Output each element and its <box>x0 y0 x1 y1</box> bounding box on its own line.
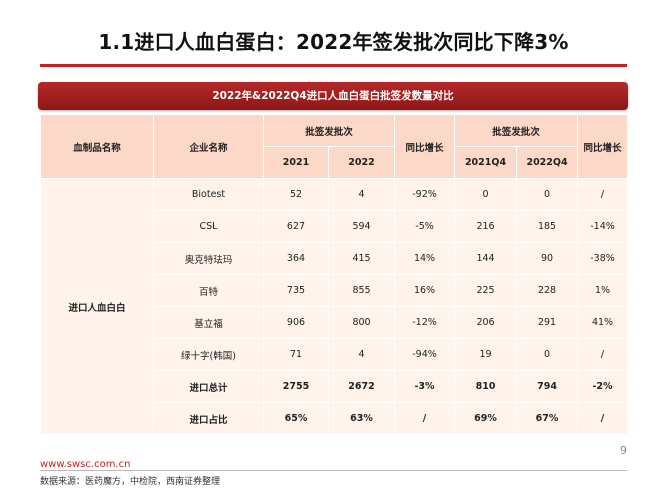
table-row: 奥克特珐玛 364 415 14% 144 90 -38% <box>41 242 629 275</box>
header-year-2021: 2021 <box>263 146 329 179</box>
value-2022: 800 <box>327 306 396 339</box>
value-2021: 735 <box>263 274 329 307</box>
value-q4-yoy: 41% <box>577 306 629 339</box>
value-2021q4: 810 <box>454 370 518 403</box>
value-q4-yoy: / <box>577 338 629 371</box>
value-2021q4: 0 <box>454 178 518 211</box>
value-2022q4: 0 <box>516 178 579 211</box>
site-link[interactable]: www.swsc.com.cn <box>40 459 131 470</box>
company-cell: 百特 <box>153 274 264 307</box>
value-q4-yoy: / <box>577 402 629 435</box>
value-2022q4: 0 <box>516 338 579 371</box>
value-2022: 4 <box>327 338 396 371</box>
value-2022: 2672 <box>327 370 396 403</box>
value-2022q4: 291 <box>516 306 579 339</box>
value-2021: 627 <box>263 210 329 243</box>
company-cell: 绿十字(韩国) <box>153 338 264 371</box>
table-row-share: 进口占比 65% 63% / 69% 67% / <box>41 402 629 435</box>
value-2021: 2755 <box>263 370 329 403</box>
value-q4-yoy: -14% <box>577 210 629 243</box>
value-2022q4: 794 <box>516 370 579 403</box>
header-2022q4: 2022Q4 <box>516 146 579 179</box>
company-cell: 基立福 <box>153 306 264 339</box>
header-batches-q4: 批签发批次 <box>454 114 579 147</box>
value-yoy: -12% <box>394 306 456 339</box>
data-source-note: 数据来源：医药魔方，中检院，西南证券整理 <box>40 477 221 487</box>
value-2022: 415 <box>327 242 396 275</box>
value-yoy: -5% <box>394 210 456 243</box>
table-row: 绿十字(韩国) 71 4 -94% 19 0 / <box>41 338 629 371</box>
company-cell: CSL <box>153 210 264 243</box>
value-2022q4: 185 <box>516 210 579 243</box>
header-yoy-annual: 同比增长 <box>394 114 456 179</box>
value-2022q4: 228 <box>516 274 579 307</box>
value-2021q4: 206 <box>454 306 518 339</box>
value-2021q4: 19 <box>454 338 518 371</box>
table-row: 进口人血白白 Biotest 52 4 -92% 0 0 / <box>40 178 629 435</box>
table-row: 基立福 906 800 -12% 206 291 41% <box>41 306 629 339</box>
value-2022q4: 90 <box>516 242 579 275</box>
value-yoy: -92% <box>394 178 456 211</box>
value-2022: 594 <box>327 210 396 243</box>
company-cell: 奥克特珐玛 <box>153 242 264 275</box>
page-title: 1.1进口人血白蛋白：2022年签发批次同比下降3% <box>98 30 569 54</box>
value-q4-yoy: -38% <box>577 242 629 275</box>
batch-comparison-table: 血制品名称 企业名称 批签发批次 同比增长 批签发批次 同比增长 2021 20… <box>40 114 629 435</box>
value-2022: 855 <box>327 274 396 307</box>
value-2021: 71 <box>263 338 329 371</box>
value-2021q4: 225 <box>454 274 518 307</box>
table-banner: 2022年&2022Q4进口人血白蛋白批签发数量对比 <box>38 82 628 110</box>
value-2022q4: 67% <box>516 402 579 435</box>
value-2022: 63% <box>327 402 396 435</box>
value-yoy: / <box>394 402 456 435</box>
value-q4-yoy: 1% <box>577 274 629 307</box>
company-cell: Biotest <box>153 178 264 211</box>
table-row: 百特 735 855 16% 225 228 1% <box>41 274 629 307</box>
value-yoy: 14% <box>394 242 456 275</box>
value-yoy: -3% <box>394 370 456 403</box>
value-2021q4: 144 <box>454 242 518 275</box>
value-yoy: -94% <box>394 338 456 371</box>
header-product: 血制品名称 <box>40 114 154 179</box>
header-2021q4: 2021Q4 <box>454 146 518 179</box>
header-year-2022: 2022 <box>327 146 396 179</box>
value-2021q4: 69% <box>454 402 518 435</box>
value-2022: 4 <box>327 178 396 211</box>
header-company: 企业名称 <box>153 114 264 179</box>
footer-divider <box>40 470 627 471</box>
header-batches-annual: 批签发批次 <box>262 114 396 147</box>
product-group-label: 进口人血白白 <box>40 178 154 435</box>
page-number: 9 <box>620 444 627 457</box>
value-q4-yoy: -2% <box>577 370 629 403</box>
value-2021: 52 <box>263 178 329 211</box>
value-2021q4: 216 <box>454 210 518 243</box>
title-divider <box>40 64 627 67</box>
value-2021: 364 <box>263 242 329 275</box>
value-yoy: 16% <box>394 274 456 307</box>
table-row: CSL 627 594 -5% 216 185 -14% <box>41 210 629 243</box>
company-cell: 进口总计 <box>153 370 264 403</box>
company-cell: 进口占比 <box>153 402 264 435</box>
header-yoy-q4: 同比增长 <box>577 114 629 179</box>
value-q4-yoy: / <box>577 178 629 211</box>
value-2021: 906 <box>263 306 329 339</box>
value-2021: 65% <box>263 402 329 435</box>
